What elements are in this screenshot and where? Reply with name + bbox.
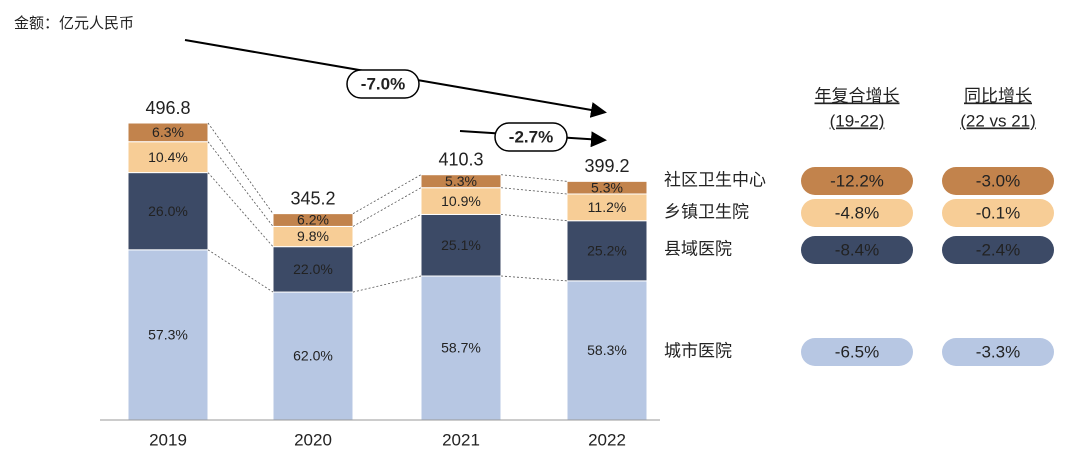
bar-segment xyxy=(420,275,502,421)
growth-pill xyxy=(942,199,1054,227)
connector xyxy=(207,172,274,247)
growth-pill xyxy=(942,236,1054,264)
x-tick-label: 2020 xyxy=(294,430,332,449)
segment-label: 6.3% xyxy=(152,124,184,140)
bar-segment xyxy=(272,246,354,293)
annotation-pill xyxy=(346,69,420,99)
segment-label: 6.2% xyxy=(297,212,329,228)
growth-pill xyxy=(801,199,913,227)
unit-label: 金额：亿元人民币 xyxy=(14,15,134,32)
x-tick-label: 2021 xyxy=(442,430,480,449)
growth-value: -8.4% xyxy=(835,240,879,259)
bar-segment xyxy=(272,213,354,227)
segment-label: 25.1% xyxy=(441,237,481,253)
row-label: 社区卫生中心 xyxy=(664,170,766,189)
annotation: -2.7% xyxy=(509,127,553,146)
connector xyxy=(207,141,274,227)
table-header: (22 vs 21) xyxy=(960,111,1036,130)
segment-label: 5.3% xyxy=(591,179,623,195)
growth-pill xyxy=(801,236,913,264)
growth-value: -3.0% xyxy=(976,171,1020,190)
growth-pill xyxy=(942,167,1054,195)
growth-value: -6.5% xyxy=(835,342,879,361)
segment-label: 62.0% xyxy=(293,348,333,364)
segment-label: 11.2% xyxy=(588,199,627,215)
segment-label: 58.3% xyxy=(587,342,627,358)
row-label: 乡镇卫生院 xyxy=(664,202,749,221)
segment-label: 5.3% xyxy=(445,173,477,189)
connector xyxy=(352,187,422,227)
row-label: 城市医院 xyxy=(664,341,732,360)
connector xyxy=(352,214,422,248)
connector xyxy=(207,122,274,214)
segment-label: 9.8% xyxy=(297,228,329,244)
bar-segment xyxy=(127,122,209,143)
bar-segment xyxy=(420,187,502,215)
bar-segment xyxy=(566,193,648,222)
total-label: 345.2 xyxy=(290,188,335,208)
table-header: (19-22) xyxy=(830,111,885,130)
x-tick-label: 2022 xyxy=(588,430,626,449)
growth-value: -4.8% xyxy=(835,203,879,222)
table-header: 年复合增长 xyxy=(815,86,900,105)
growth-pill xyxy=(942,338,1054,366)
total-label: 410.3 xyxy=(438,149,483,169)
bar-segment xyxy=(272,291,354,421)
annotation-pill xyxy=(494,122,568,152)
row-label: 县域医院 xyxy=(664,239,732,258)
growth-value: -12.2% xyxy=(830,171,884,190)
growth-value: -3.3% xyxy=(976,342,1020,361)
segment-label: 25.2% xyxy=(587,242,627,258)
connector xyxy=(500,214,568,222)
total-label: 399.2 xyxy=(584,156,629,176)
segment-label: 57.3% xyxy=(148,327,188,343)
segment-label: 58.7% xyxy=(441,340,481,356)
segment-label: 26.0% xyxy=(148,203,188,219)
segment-label: 22.0% xyxy=(293,261,333,277)
x-tick-label: 2019 xyxy=(149,430,187,449)
connector xyxy=(500,174,568,182)
connector xyxy=(352,174,422,214)
connector xyxy=(207,249,274,293)
segment-label: 10.4% xyxy=(148,149,188,165)
total-label: 496.8 xyxy=(145,98,190,118)
growth-value: -2.4% xyxy=(976,240,1020,259)
connector xyxy=(500,275,568,282)
bar-segment xyxy=(420,174,502,189)
growth-value: -0.1% xyxy=(976,203,1020,222)
growth-pill xyxy=(801,167,913,195)
connector xyxy=(352,275,422,293)
bar-segment xyxy=(566,220,648,282)
table-header: 同比增长 xyxy=(964,86,1032,105)
connector xyxy=(500,187,568,195)
annotation: -7.0% xyxy=(361,74,405,93)
bar-segment xyxy=(566,180,648,195)
bar-segment xyxy=(127,172,209,251)
bar-segment xyxy=(127,249,209,421)
growth-pill xyxy=(801,338,913,366)
segment-label: 10.9% xyxy=(441,193,481,209)
